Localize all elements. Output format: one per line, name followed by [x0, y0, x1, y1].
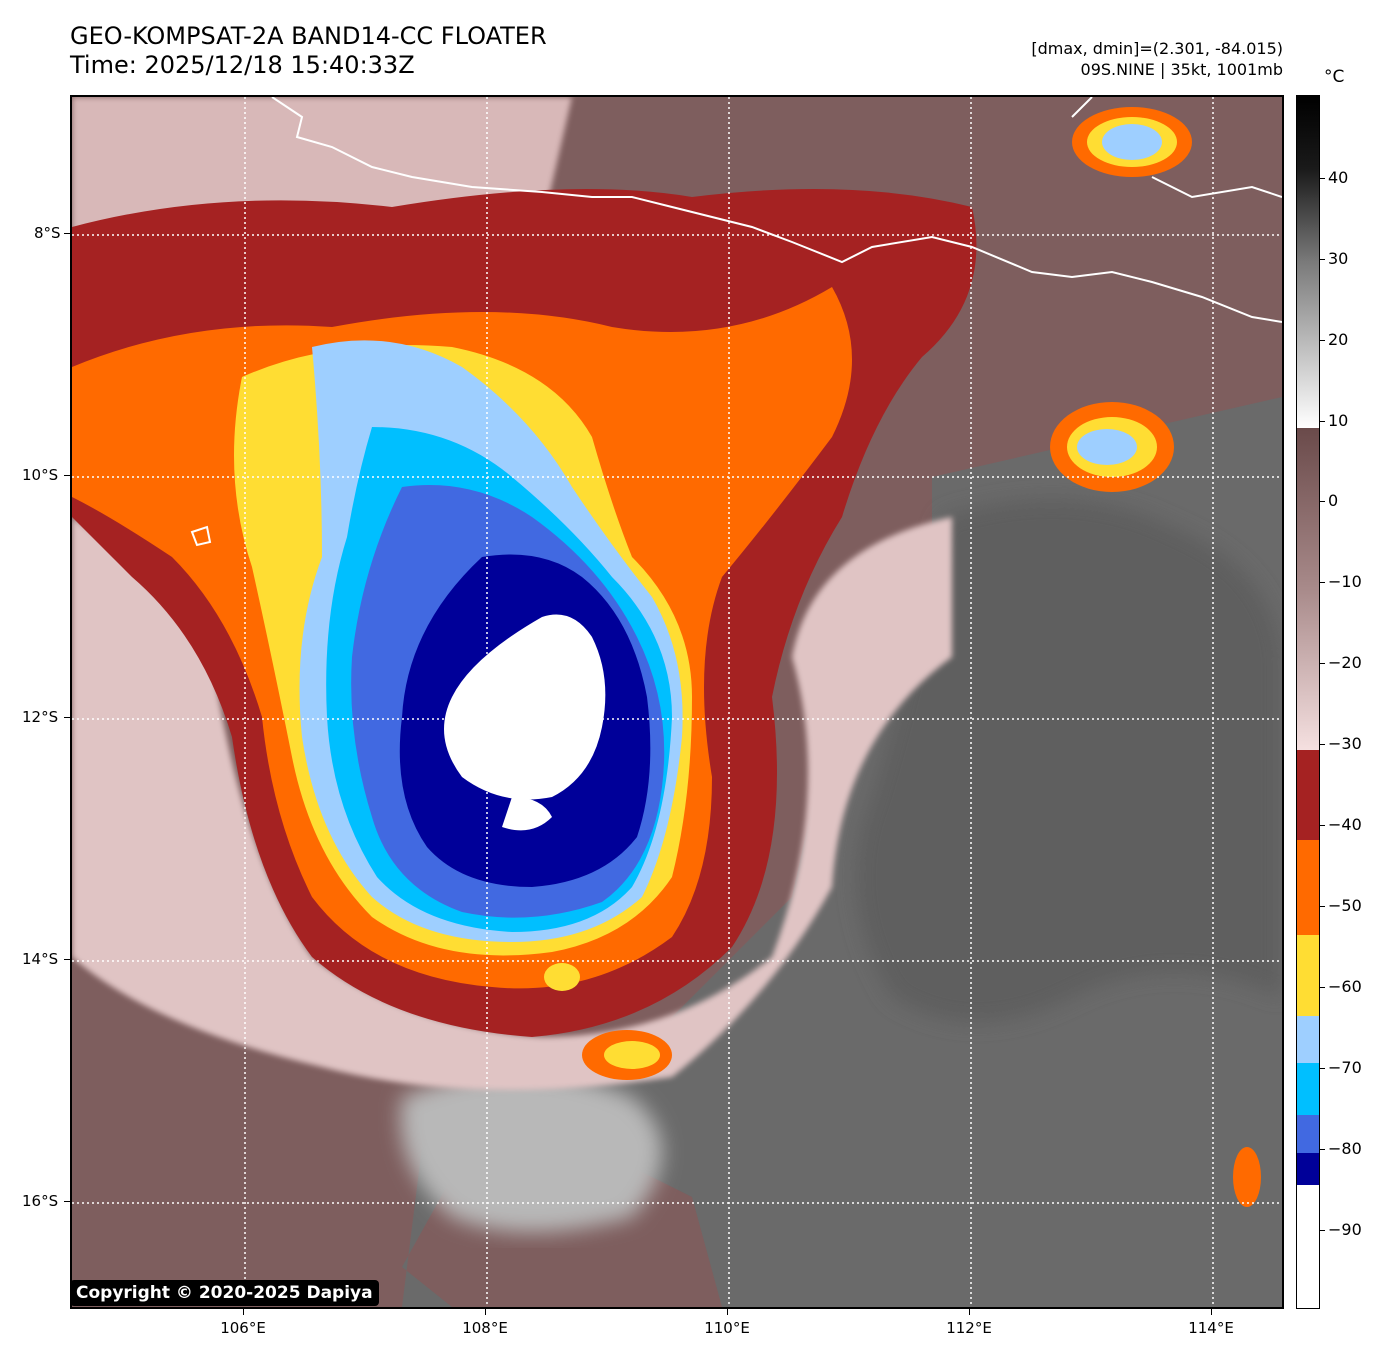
title-line-1: GEO-KOMPSAT-2A BAND14-CC FLOATER	[70, 22, 547, 50]
colorbar-white	[1297, 1185, 1319, 1308]
chart-title: GEO-KOMPSAT-2A BAND14-CC FLOATER Time: 20…	[70, 22, 547, 80]
colorbar-dark-red	[1297, 750, 1319, 840]
colorbar-label: 0	[1328, 491, 1339, 510]
colorbar-tick	[1320, 501, 1325, 502]
convective-cell-southeast	[1233, 1147, 1261, 1207]
colorbar-tick	[1320, 987, 1325, 988]
colorbar-label: −40	[1328, 815, 1362, 834]
pink-region-ring	[72, 517, 952, 1090]
lat-tick	[64, 1201, 70, 1202]
metadata-block: [dmax, dmin]=(2.301, -84.015) 09S.NINE |…	[1031, 38, 1283, 80]
coastline-northeast	[1071, 97, 1282, 199]
lat-label: 8°S	[34, 224, 61, 242]
storm-text: 09S.NINE | 35kt, 1001mb	[1080, 60, 1283, 79]
lat-label: 14°S	[22, 950, 59, 968]
lat-tick	[64, 959, 70, 960]
lat-label: 16°S	[22, 1192, 59, 1210]
lat-label: 10°S	[22, 466, 59, 484]
colorbar-label: −80	[1328, 1139, 1362, 1158]
convective-cell-northeast-core	[1102, 124, 1162, 160]
colorbar-label: −10	[1328, 572, 1362, 591]
white-cold-tops	[444, 614, 606, 800]
colorbar-label: −60	[1328, 977, 1362, 996]
colorbar	[1296, 95, 1320, 1309]
convective-cell-east-core	[1077, 429, 1137, 465]
lon-tick	[1211, 1309, 1212, 1315]
colorbar-tick	[1320, 906, 1325, 907]
colorbar-light-blue	[1297, 1016, 1319, 1063]
colorbar-label: −50	[1328, 896, 1362, 915]
lat-tick	[64, 717, 70, 718]
colorbar-label: −20	[1328, 653, 1362, 672]
christmas-island	[190, 525, 212, 547]
colorbar-unit: °C	[1324, 67, 1345, 87]
colorbar-tick	[1320, 421, 1325, 422]
gridlines	[72, 97, 1282, 1307]
colorbar-tick	[1320, 1068, 1325, 1069]
colorbar-svg	[1297, 96, 1319, 1308]
lon-tick	[969, 1309, 970, 1315]
lon-tick	[485, 1309, 486, 1315]
colorbar-tick	[1320, 178, 1325, 179]
colorbar-tick	[1320, 340, 1325, 341]
colorbar-tick	[1320, 825, 1325, 826]
colorbar-tick	[1320, 259, 1325, 260]
lon-label: 110°E	[704, 1319, 750, 1337]
colorbar-tick	[1320, 663, 1325, 664]
colorbar-mauve-segment	[1297, 428, 1319, 750]
colorbar-tick	[1320, 744, 1325, 745]
lon-label: 112°E	[946, 1319, 992, 1337]
satellite-map[interactable]	[70, 95, 1284, 1309]
colorbar-label: 10	[1328, 411, 1349, 430]
colorbar-label: −90	[1328, 1220, 1362, 1239]
range-text: [dmax, dmin]=(2.301, -84.015)	[1031, 39, 1283, 58]
title-line-2: Time: 2025/12/18 15:40:33Z	[70, 51, 415, 79]
dark-gray-patch	[856, 499, 1282, 1022]
white-cold-fragment	[502, 797, 552, 831]
yellow-spot-south	[544, 963, 580, 991]
lon-tick	[243, 1309, 244, 1315]
lon-label: 108°E	[462, 1319, 508, 1337]
light-gray-patch	[400, 1072, 662, 1232]
colorbar-label: −70	[1328, 1058, 1362, 1077]
lat-tick	[64, 475, 70, 476]
convective-cell-south-inner	[604, 1041, 660, 1069]
colorbar-orange	[1297, 840, 1319, 935]
colorbar-tick	[1320, 582, 1325, 583]
colorbar-royal-blue	[1297, 1115, 1319, 1153]
lon-label: 106°E	[220, 1319, 266, 1337]
lon-label: 114°E	[1188, 1319, 1234, 1337]
colorbar-label: 40	[1328, 168, 1349, 187]
lat-label: 12°S	[22, 708, 59, 726]
lat-tick	[64, 233, 70, 234]
colorbar-tick	[1320, 1230, 1325, 1231]
colorbar-gray-segment	[1297, 96, 1319, 428]
colorbar-label: 30	[1328, 249, 1349, 268]
colorbar-dark-blue	[1297, 1153, 1319, 1185]
colorbar-label: −30	[1328, 734, 1362, 753]
colorbar-tick	[1320, 1149, 1325, 1150]
colorbar-yellow	[1297, 935, 1319, 1016]
lon-tick	[727, 1309, 728, 1315]
copyright-badge: Copyright © 2020-2025 Dapiya	[70, 1280, 379, 1306]
map-svg	[72, 97, 1282, 1307]
colorbar-label: 20	[1328, 330, 1349, 349]
colorbar-sky-blue	[1297, 1063, 1319, 1115]
